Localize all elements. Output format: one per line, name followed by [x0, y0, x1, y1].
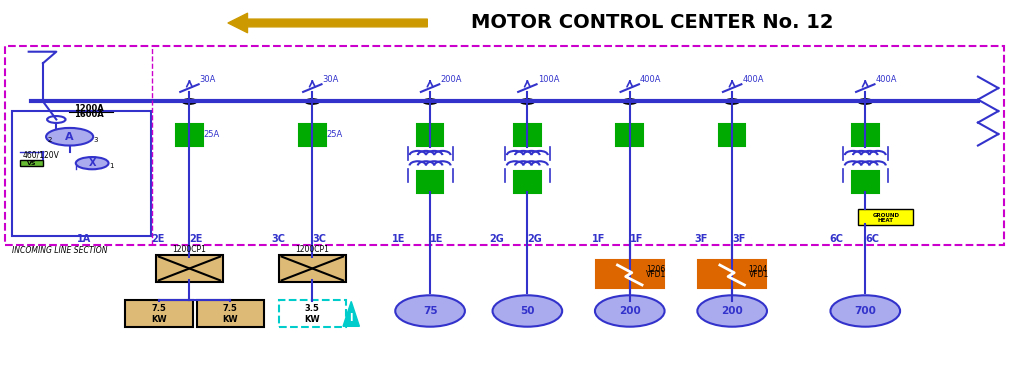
Text: 7.5
KW: 7.5 KW [151, 304, 167, 324]
Text: 2G: 2G [489, 234, 504, 244]
FancyBboxPatch shape [514, 124, 541, 146]
Text: I: I [349, 313, 353, 323]
FancyBboxPatch shape [858, 209, 913, 225]
Text: 1200CP1: 1200CP1 [172, 245, 207, 254]
FancyBboxPatch shape [719, 124, 745, 146]
Text: 30A: 30A [200, 75, 216, 84]
Text: 1206: 1206 [646, 265, 666, 274]
Text: 200A: 200A [440, 75, 462, 84]
Text: 3: 3 [93, 137, 97, 143]
Text: 3F: 3F [694, 234, 708, 244]
Ellipse shape [697, 295, 767, 327]
FancyBboxPatch shape [299, 124, 326, 146]
FancyBboxPatch shape [852, 171, 879, 193]
FancyBboxPatch shape [616, 124, 643, 146]
FancyBboxPatch shape [514, 171, 541, 193]
Text: 100A: 100A [538, 75, 559, 84]
FancyBboxPatch shape [596, 260, 664, 288]
FancyBboxPatch shape [197, 300, 264, 327]
Text: 3C: 3C [271, 234, 286, 244]
FancyBboxPatch shape [20, 160, 43, 166]
Text: 700: 700 [854, 306, 877, 316]
Text: 1200A: 1200A [74, 104, 103, 113]
Text: INCOMING LINE SECTION: INCOMING LINE SECTION [12, 246, 108, 255]
Text: 200: 200 [721, 306, 743, 316]
FancyBboxPatch shape [176, 124, 203, 146]
Text: 1E: 1E [392, 234, 406, 244]
FancyBboxPatch shape [125, 300, 193, 327]
Text: 2: 2 [47, 137, 51, 143]
Text: 3F: 3F [732, 234, 745, 244]
Circle shape [520, 99, 535, 104]
Ellipse shape [595, 295, 665, 327]
FancyBboxPatch shape [417, 124, 443, 146]
Bar [12, 111, 151, 236]
Text: 2E: 2E [152, 234, 165, 244]
Text: X: X [88, 158, 96, 168]
Ellipse shape [395, 295, 465, 327]
Text: 400A: 400A [876, 75, 897, 84]
Text: 460/120V: 460/120V [23, 151, 59, 160]
Text: 25A: 25A [204, 130, 220, 139]
Text: A: A [66, 132, 74, 142]
Text: 50: 50 [520, 306, 535, 316]
Text: 2E: 2E [189, 234, 203, 244]
Text: 75: 75 [423, 306, 437, 316]
Text: 6C: 6C [865, 234, 880, 244]
Text: 1204: 1204 [749, 265, 768, 274]
Text: 1F: 1F [592, 234, 605, 244]
Ellipse shape [830, 295, 900, 327]
Polygon shape [343, 301, 359, 326]
Text: 1E: 1E [430, 234, 443, 244]
Text: 1F: 1F [630, 234, 643, 244]
Circle shape [46, 128, 93, 146]
Circle shape [182, 99, 197, 104]
Text: HEAT: HEAT [878, 218, 894, 223]
Circle shape [76, 157, 109, 169]
FancyBboxPatch shape [156, 255, 223, 282]
FancyBboxPatch shape [417, 171, 443, 193]
FancyBboxPatch shape [698, 260, 766, 288]
Text: 2G: 2G [527, 234, 542, 244]
Text: MOTOR CONTROL CENTER No. 12: MOTOR CONTROL CENTER No. 12 [471, 13, 834, 33]
Text: 200: 200 [618, 306, 641, 316]
Text: GROUND: GROUND [872, 213, 899, 218]
Text: 30A: 30A [323, 75, 339, 84]
Circle shape [725, 99, 739, 104]
Text: 1200CP1: 1200CP1 [295, 245, 330, 254]
Circle shape [858, 99, 872, 104]
Text: 1A: 1A [77, 234, 91, 244]
Text: 3.5
KW: 3.5 KW [304, 304, 321, 324]
Circle shape [47, 116, 66, 123]
Text: 3C: 3C [312, 234, 327, 244]
Text: 1: 1 [110, 163, 114, 169]
Bar [5, 46, 1004, 245]
Text: VFD1: VFD1 [646, 270, 667, 279]
FancyBboxPatch shape [279, 255, 346, 282]
Text: 400A: 400A [742, 75, 764, 84]
Text: 400A: 400A [640, 75, 662, 84]
Text: VS: VS [27, 160, 37, 166]
Text: 7.5
KW: 7.5 KW [222, 304, 239, 324]
Text: 6C: 6C [829, 234, 844, 244]
FancyBboxPatch shape [279, 300, 346, 327]
Text: 25A: 25A [327, 130, 343, 139]
Circle shape [623, 99, 637, 104]
Circle shape [423, 99, 437, 104]
Text: VFD1: VFD1 [749, 270, 769, 279]
Circle shape [305, 99, 319, 104]
Ellipse shape [493, 295, 562, 327]
FancyBboxPatch shape [852, 124, 879, 146]
Text: 1600A: 1600A [74, 110, 103, 119]
